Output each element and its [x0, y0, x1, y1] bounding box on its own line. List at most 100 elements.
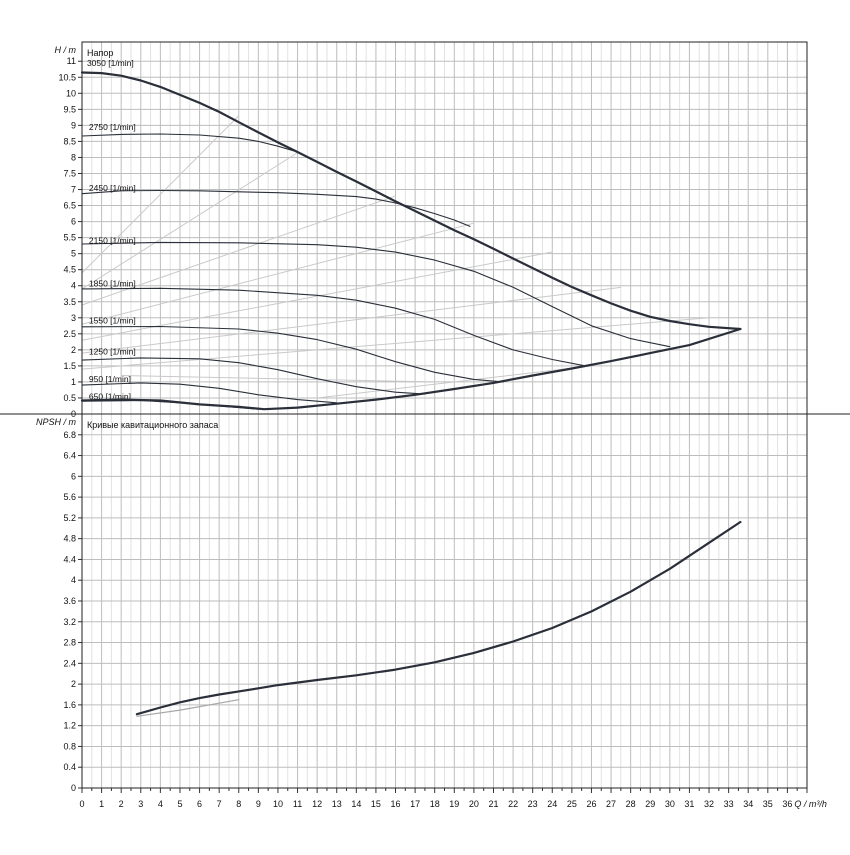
x-tick-label: 10	[273, 799, 283, 809]
series-label: 1850 [1/min]	[89, 279, 136, 289]
x-tick-label: 33	[724, 799, 734, 809]
y-tick-label: 11	[67, 56, 76, 66]
x-tick-label: 4	[158, 799, 163, 809]
series-label: 1250 [1/min]	[89, 347, 136, 357]
series-curve	[136, 699, 240, 717]
y-tick-label: 2	[71, 679, 76, 689]
series-label: 950 [1/min]	[89, 374, 131, 384]
y-tick-label: 2	[71, 345, 76, 355]
y-tick-label: 4.8	[63, 534, 76, 544]
y-tick-label: 1.5	[63, 361, 76, 371]
efficiency-line	[317, 365, 592, 399]
series-curve	[81, 133, 299, 153]
efficiency-line	[81, 251, 553, 341]
x-axis: 0 1 2 3 4 5 6 7 8 9 10 11 12 13 14 15 16 17 18 19 20 21 22 23 24…	[79, 788, 827, 809]
x-tick-label: 2	[119, 799, 124, 809]
series-label: 1550 [1/min]	[89, 316, 136, 326]
x-tick-label: 30	[665, 799, 675, 809]
y-tick-label: 4.4	[63, 554, 76, 564]
series-curve	[80, 71, 742, 331]
y-tick-label: 1.6	[63, 700, 76, 710]
y-tick-label: 6.4	[63, 451, 76, 461]
y-tick-label: 0.4	[63, 762, 76, 772]
efficiency-line	[81, 222, 475, 325]
y-tick-label: 8	[71, 152, 76, 162]
y-tick-label: 5.6	[63, 492, 76, 502]
x-tick-label: 12	[312, 799, 322, 809]
efficiency-line	[121, 375, 435, 383]
y-tick-label: 9.5	[63, 104, 76, 114]
x-tick-label: 24	[547, 799, 557, 809]
series-curve	[81, 287, 587, 367]
efficiency-line	[81, 115, 240, 274]
y-tick-label: 10.5	[58, 72, 76, 82]
y-tick-label: 2.5	[63, 329, 76, 339]
x-tick-label: 19	[449, 799, 459, 809]
y-tick-label: 3.6	[63, 596, 76, 606]
panel-title: Кривые кавитационного запаса	[87, 420, 218, 430]
x-tick-label: 13	[332, 799, 342, 809]
y-tick-label: 6.8	[63, 430, 76, 440]
head-panel: 00.511.522.533.544.555.566.577.588.599.5…	[55, 42, 808, 419]
y-tick-label: 5.5	[63, 233, 76, 243]
y-tick-label: 2.8	[63, 638, 76, 648]
efficiency-line	[81, 317, 710, 370]
x-tick-label: 14	[351, 799, 361, 809]
x-tick-label: 7	[217, 799, 222, 809]
x-tick-label: 34	[743, 799, 753, 809]
y-tick-label: 5	[71, 249, 76, 259]
x-axis-label: Q / m³/h	[794, 799, 827, 809]
x-tick-label: 6	[197, 799, 202, 809]
y-tick-label: 3	[71, 313, 76, 323]
x-tick-label: 3	[138, 799, 143, 809]
x-tick-label: 23	[528, 799, 538, 809]
y-tick-label: 3.2	[63, 617, 76, 627]
y-tick-label: 9	[71, 120, 76, 130]
y-tick-label: 8.5	[63, 136, 76, 146]
series-label: 2750 [1/min]	[89, 122, 136, 132]
y-tick-label: 6	[71, 471, 76, 481]
y-tick-label: 0.8	[63, 741, 76, 751]
series-curve	[81, 357, 426, 395]
y-tick-label: 1	[71, 377, 76, 387]
y-tick-label: 6.5	[63, 201, 76, 211]
x-tick-label: 17	[410, 799, 420, 809]
y-tick-label: 2.4	[63, 658, 76, 668]
x-tick-label: 26	[586, 799, 596, 809]
y-tick-label: 10	[66, 88, 76, 98]
y-tick-label: 0	[71, 783, 76, 793]
y-tick-label: 1.2	[63, 721, 76, 731]
x-tick-label: 1	[99, 799, 104, 809]
x-tick-label: 35	[763, 799, 773, 809]
x-tick-label: 28	[626, 799, 636, 809]
x-tick-label: 31	[684, 799, 694, 809]
panel-title: Напор	[87, 48, 113, 58]
x-tick-label: 18	[430, 799, 440, 809]
x-tick-label: 29	[645, 799, 655, 809]
y-axis-label: H / m	[55, 45, 77, 55]
series-curve	[135, 520, 742, 716]
efficiency-line	[81, 152, 298, 290]
series-label: 3050 [1/min]	[87, 58, 134, 68]
x-tick-label: 8	[236, 799, 241, 809]
efficiency-line	[81, 286, 621, 354]
series-curve	[81, 189, 471, 227]
y-tick-label: 4	[71, 281, 76, 291]
x-tick-label: 9	[256, 799, 261, 809]
x-tick-label: 16	[391, 799, 401, 809]
y-axis-label: NPSH / m	[36, 417, 77, 427]
series-label: 2150 [1/min]	[89, 235, 136, 245]
x-tick-label: 0	[79, 799, 84, 809]
y-tick-label: 7.5	[63, 168, 76, 178]
x-tick-label: 11	[293, 799, 302, 809]
y-tick-label: 3.5	[63, 297, 76, 307]
x-tick-label: 27	[606, 799, 616, 809]
series-curve	[81, 325, 504, 383]
npsh-panel: 0 0.4 0.8 1.2 1.6 2 2.4 2.8 3.2 3.6 4 4.4 4.8 5.2 5.6 6…	[36, 414, 808, 793]
x-tick-label: 36	[782, 799, 792, 809]
y-tick-label: 4	[71, 575, 76, 585]
y-tick-label: 7	[71, 185, 76, 195]
x-tick-label: 21	[488, 799, 498, 809]
